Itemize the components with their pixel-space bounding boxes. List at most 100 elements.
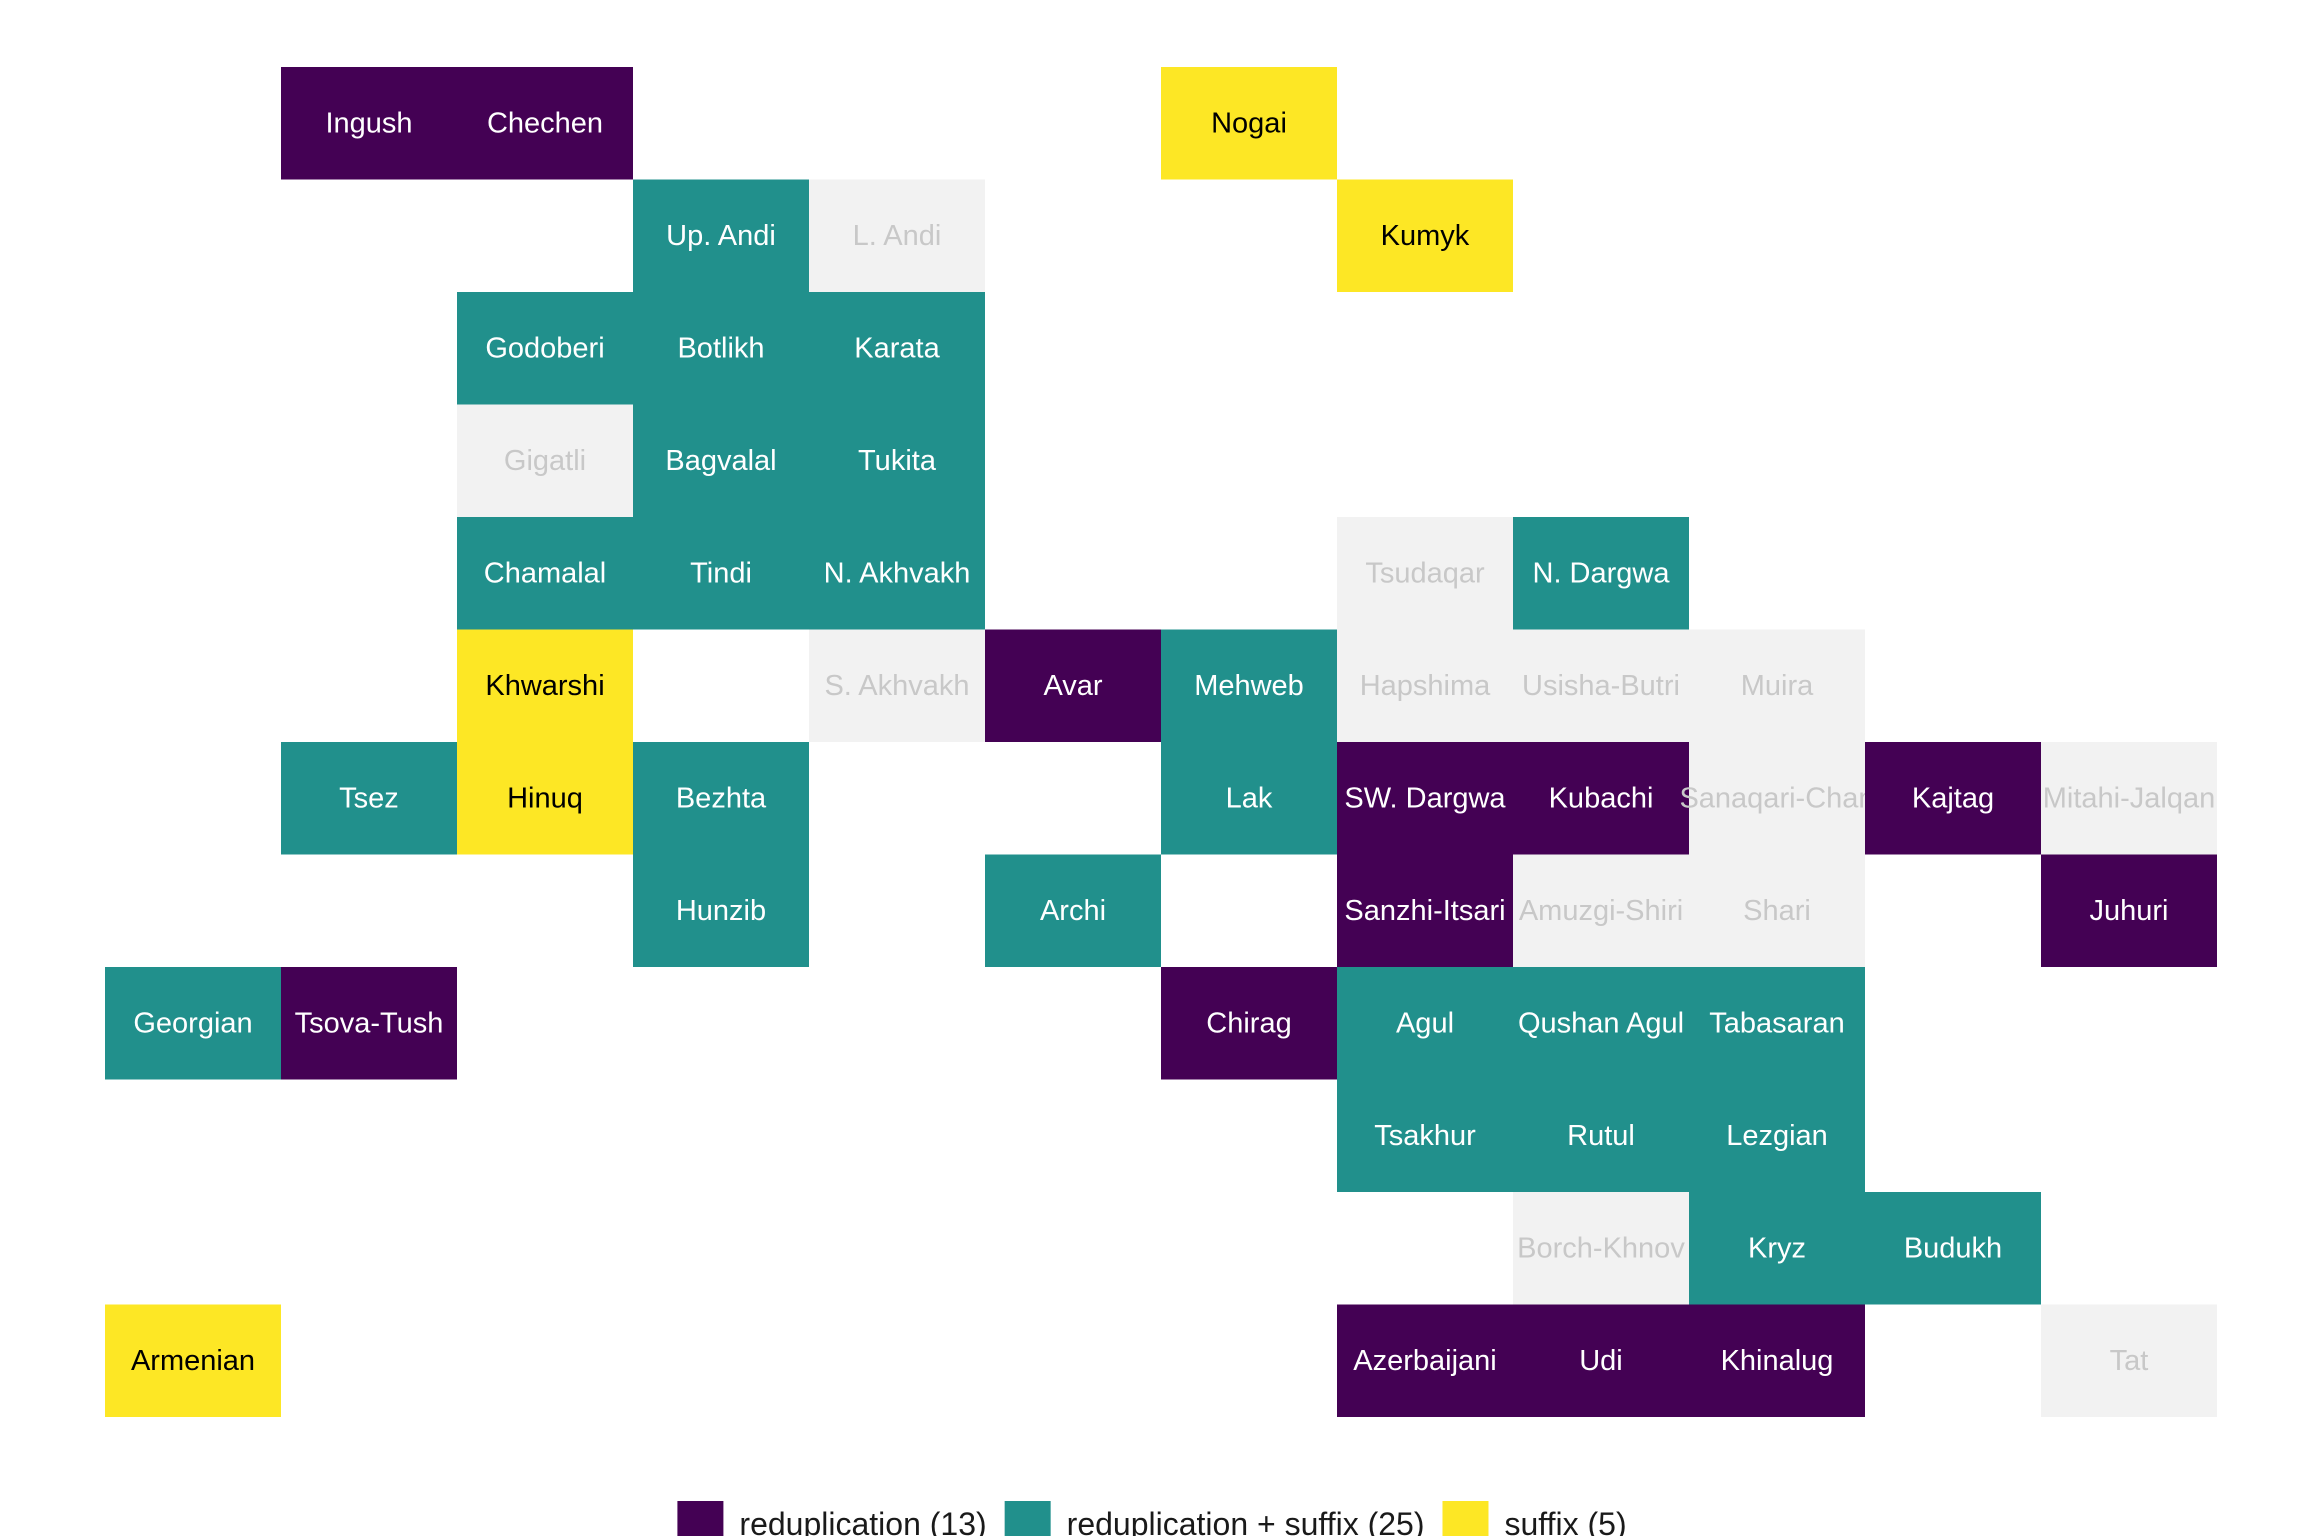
tile-khwarshi: Khwarshi <box>457 629 633 742</box>
tile-rect <box>1337 854 1513 967</box>
tile-rutul: Rutul <box>1513 1079 1689 1192</box>
tile-label: Khinalug <box>1721 1345 1834 1377</box>
tile-tsez: Tsez <box>281 742 457 855</box>
tile-label: Lezgian <box>1726 1120 1828 1152</box>
tile-rect <box>1689 629 1865 742</box>
tile-sanaqari-chan: Sanaqari-Chan <box>1679 742 1875 855</box>
tile-rect <box>1513 517 1689 630</box>
tile-chechen: Chechen <box>457 67 633 180</box>
tile-label: Sanzhi-Itsari <box>1344 895 1505 927</box>
tile-rect <box>1689 967 1865 1080</box>
tile-n-akhvakh: N. Akhvakh <box>809 517 985 630</box>
tile-rect <box>633 742 809 855</box>
tile-lezgian: Lezgian <box>1689 1079 1865 1192</box>
tile-rect <box>1337 629 1513 742</box>
tile-label: Kubachi <box>1549 782 1654 814</box>
tile-khinalug: Khinalug <box>1689 1304 1865 1417</box>
tile-kubachi: Kubachi <box>1513 742 1689 855</box>
tile-rect <box>633 292 809 405</box>
tile-label: Tukita <box>858 445 937 477</box>
tile-label: Archi <box>1040 895 1106 927</box>
tile-tukita: Tukita <box>809 404 985 517</box>
legend-key <box>677 1501 724 1536</box>
tile-label: Kumyk <box>1381 220 1470 252</box>
tile-rect <box>1161 629 1337 742</box>
tile-rect <box>105 1304 281 1417</box>
tile-label: Tsudaqar <box>1365 557 1485 589</box>
tile-label: Hinuq <box>507 782 583 814</box>
tile-godoberi: Godoberi <box>457 292 633 405</box>
tile-label: Udi <box>1579 1345 1623 1377</box>
tile-chamalal: Chamalal <box>457 517 633 630</box>
legend-key <box>1004 1501 1051 1536</box>
tile-rect <box>1513 742 1689 855</box>
tile-rect <box>457 67 633 180</box>
legend-label: suffix (5) <box>1504 1506 1626 1536</box>
tile-tindi: Tindi <box>633 517 809 630</box>
tile-qushan-agul: Qushan Agul <box>1513 967 1689 1080</box>
tile-bagvalal: Bagvalal <box>633 404 809 517</box>
tile-s-akhvakh: S. Akhvakh <box>809 629 985 742</box>
tile-kumyk: Kumyk <box>1337 179 1513 292</box>
tile-l-andi: L. Andi <box>809 179 985 292</box>
tile-label: Kajtag <box>1912 782 1994 814</box>
tile-rect <box>809 179 985 292</box>
tile-label: Ingush <box>325 107 412 139</box>
tile-shari: Shari <box>1689 854 1865 967</box>
tile-rect <box>1865 1192 2041 1305</box>
tile-lak: Lak <box>1161 742 1337 855</box>
tile-rect <box>1337 179 1513 292</box>
tile-agul: Agul <box>1337 967 1513 1080</box>
tile-tabasaran: Tabasaran <box>1689 967 1865 1080</box>
tile-avar: Avar <box>985 629 1161 742</box>
tile-up-andi: Up. Andi <box>633 179 809 292</box>
tile-udi: Udi <box>1513 1304 1689 1417</box>
tile-label: Mitahi-Jalqan <box>2043 782 2215 814</box>
tile-rect <box>1689 854 1865 967</box>
tile-label: Hunzib <box>676 895 766 927</box>
tile-rect <box>457 404 633 517</box>
tile-rect <box>1689 1304 1865 1417</box>
tile-rect <box>809 517 985 630</box>
tile-rect <box>2041 854 2217 967</box>
tile-rect <box>633 854 809 967</box>
tile-amuzgi-shiri: Amuzgi-Shiri <box>1513 854 1689 967</box>
tile-n-dargwa: N. Dargwa <box>1513 517 1689 630</box>
tile-tsudaqar: Tsudaqar <box>1337 517 1513 630</box>
tile-rect <box>809 292 985 405</box>
tile-label: Agul <box>1396 1007 1454 1039</box>
tile-label: Tindi <box>690 557 752 589</box>
tile-label: Muira <box>1741 670 1814 702</box>
tile-label: Armenian <box>131 1345 255 1377</box>
legend-item-reduplication-suffix: reduplication + suffix (25) <box>1004 1501 1424 1536</box>
tile-tsova-tush: Tsova-Tush <box>281 967 457 1080</box>
legend-label: reduplication (13) <box>739 1506 986 1536</box>
tile-label: Bezhta <box>676 782 767 814</box>
tile-rect <box>457 742 633 855</box>
tile-label: Tat <box>2110 1345 2149 1377</box>
tile-borch-khnov: Borch-Khnov <box>1513 1192 1689 1305</box>
tile-rect <box>2041 1304 2217 1417</box>
tile-rect <box>1513 854 1689 967</box>
tile-label: Shari <box>1743 895 1811 927</box>
tile-label: Bagvalal <box>665 445 776 477</box>
tile-nogai: Nogai <box>1161 67 1337 180</box>
tile-chirag: Chirag <box>1161 967 1337 1080</box>
tile-rect <box>985 854 1161 967</box>
tile-rect <box>809 404 985 517</box>
tile-rect <box>457 292 633 405</box>
tile-label: Hapshima <box>1360 670 1491 702</box>
tile-label: Qushan Agul <box>1518 1007 1684 1039</box>
tile-label: L. Andi <box>853 220 942 252</box>
tile-rect <box>1689 742 1865 855</box>
tile-rect <box>1513 629 1689 742</box>
tile-hunzib: Hunzib <box>633 854 809 967</box>
tile-rect <box>1337 1304 1513 1417</box>
tile-label: Rutul <box>1567 1120 1635 1152</box>
tile-rect <box>1689 1192 1865 1305</box>
tile-label: Juhuri <box>2090 895 2169 927</box>
legend-item-suffix: suffix (5) <box>1442 1501 1627 1536</box>
tile-rect <box>1513 1079 1689 1192</box>
tile-rect <box>281 67 457 180</box>
tile-sanzhi-itsari: Sanzhi-Itsari <box>1337 854 1513 967</box>
